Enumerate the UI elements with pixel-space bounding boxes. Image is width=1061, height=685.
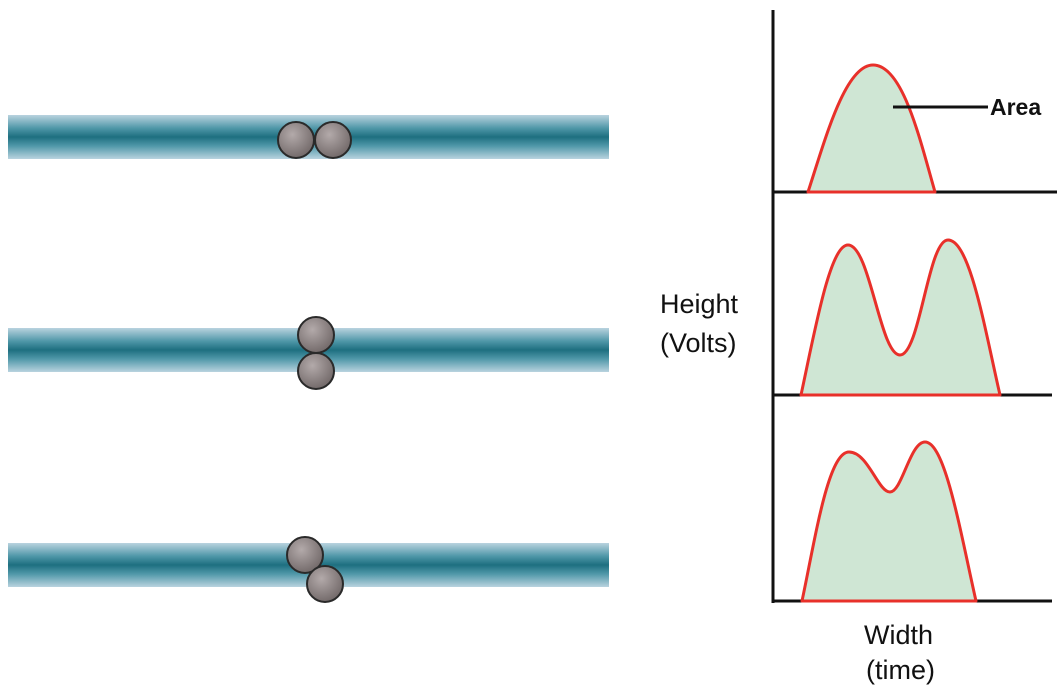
stream-panel-1 xyxy=(8,115,609,159)
width-unit-label: (time) xyxy=(866,655,935,685)
particle xyxy=(314,121,352,159)
pulse-shallow-double-peak xyxy=(800,440,978,603)
height-label: Height xyxy=(660,289,739,319)
particle xyxy=(297,316,335,354)
height-unit-label: (Volts) xyxy=(660,328,737,358)
stream-panel-3 xyxy=(8,536,609,603)
particle xyxy=(277,121,315,159)
area-label: Area xyxy=(990,94,1041,120)
width-label: Width xyxy=(864,620,933,650)
particle xyxy=(286,536,324,574)
pulse-double-peak xyxy=(799,238,1002,397)
pulse-single-peak xyxy=(806,63,937,194)
stream-panel-2 xyxy=(8,316,609,390)
particle xyxy=(306,565,344,603)
pulse-plots: Area Height (Volts) Width (time) xyxy=(660,10,1057,685)
particle xyxy=(297,352,335,390)
